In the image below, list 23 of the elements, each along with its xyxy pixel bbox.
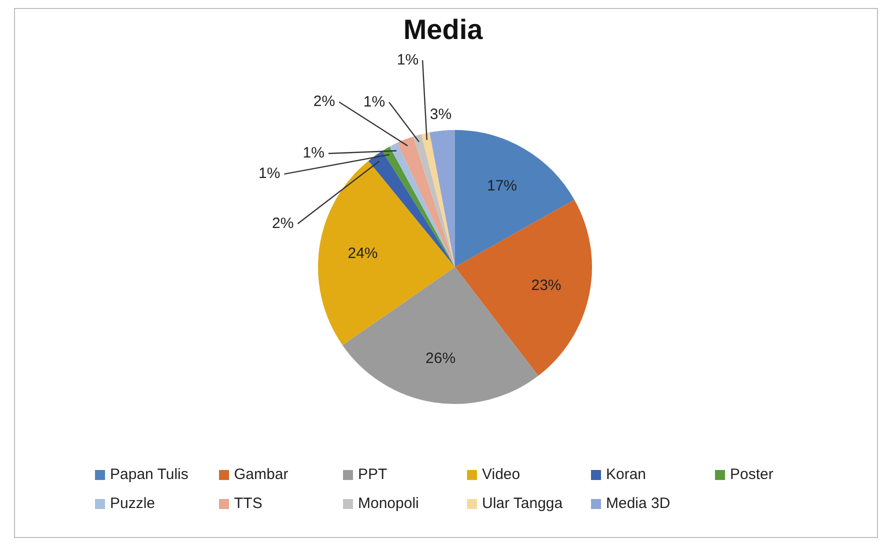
legend-label: Poster xyxy=(730,466,774,483)
legend-label: Ular Tangga xyxy=(482,495,563,512)
legend-label: Media 3D xyxy=(606,495,670,512)
legend-label: Video xyxy=(482,466,520,483)
legend-label: Puzzle xyxy=(110,495,156,512)
data-label: 23% xyxy=(531,276,562,294)
data-label: 17% xyxy=(486,178,518,195)
chart-title: Media xyxy=(402,14,484,46)
data-label: 1% xyxy=(363,93,386,110)
data-label: 2% xyxy=(313,93,336,110)
data-label: 24% xyxy=(348,245,378,262)
legend-label: Koran xyxy=(606,466,646,483)
legend-label: Papan Tulis xyxy=(110,466,188,483)
data-label: 2% xyxy=(272,214,294,232)
legend-label: TTS xyxy=(234,495,262,512)
data-label: 3% xyxy=(430,106,452,123)
legend-label: PPT xyxy=(358,466,388,483)
legend-label: Gambar xyxy=(234,466,288,483)
data-label: 1% xyxy=(396,51,419,68)
data-label: 1% xyxy=(302,144,324,162)
data-label: 1% xyxy=(258,165,280,182)
legend-label: Monopoli xyxy=(358,495,419,512)
data-label: 26% xyxy=(426,350,456,368)
